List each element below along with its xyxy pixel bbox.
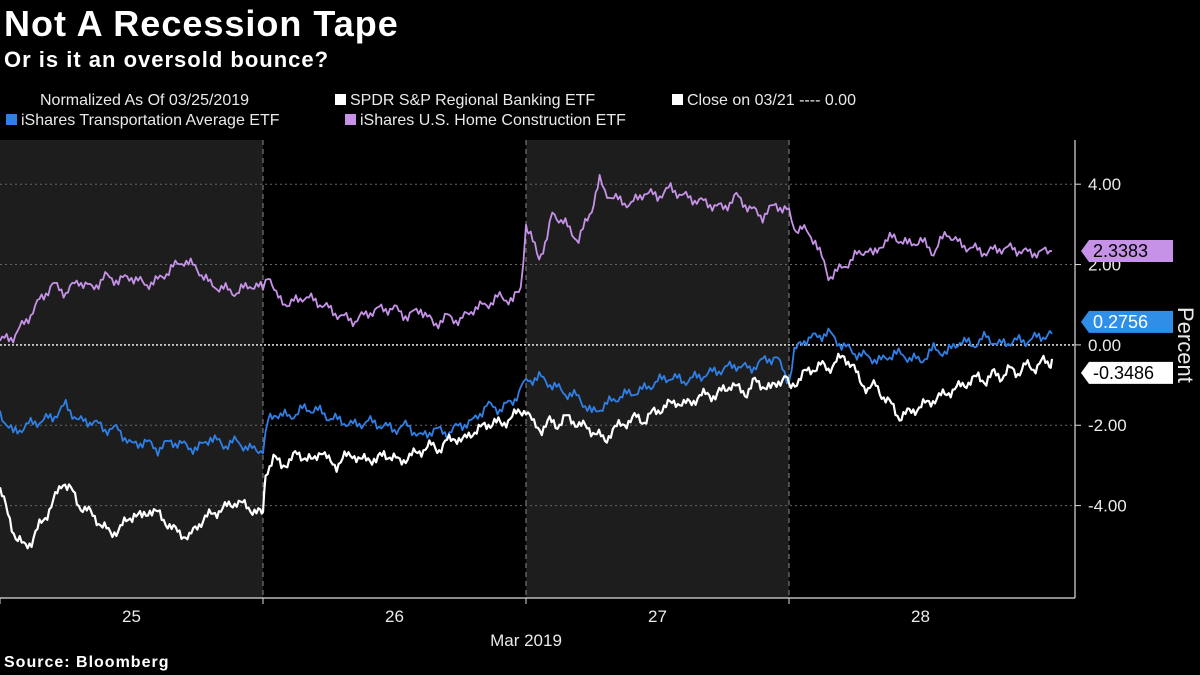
series-line-0 (0, 173, 1052, 344)
legend-label-regional-banking: SPDR S&P Regional Banking ETF (350, 92, 596, 109)
last-value-label-1: 0.2756 (1093, 312, 1148, 332)
regional-banking-swatch-icon (335, 94, 346, 105)
x-tick-label-1: 26 (385, 607, 404, 626)
x-axis-label: Mar 2019 (490, 631, 562, 650)
y-tick-label-2: 0.00 (1088, 336, 1121, 355)
session-shade-1 (526, 140, 789, 598)
last-value-label-2: -0.3486 (1093, 363, 1154, 383)
transportation-swatch-icon (6, 114, 17, 125)
legend-label-transportation: iShares Transportation Average ETF (21, 112, 280, 129)
last-value-tag-0: 2.3383 (1081, 239, 1173, 262)
source-note: Source: Bloomberg (4, 654, 170, 671)
series-line-1 (0, 327, 1053, 457)
close-line-swatch-icon (672, 94, 683, 105)
legend-item-normalized: Normalized As Of 03/25/2019 (40, 92, 250, 109)
chart-subtitle: Or is it an oversold bounce? (4, 47, 330, 72)
series-line-2 (0, 352, 1054, 550)
session-shade-0 (0, 140, 263, 598)
last-value-tag-bg-0 (1081, 239, 1173, 262)
y-tick-label-3: -2.00 (1088, 416, 1127, 435)
last-value-tag-1: 0.2756 (1081, 310, 1173, 333)
legend-label-home-construction: iShares U.S. Home Construction ETF (360, 112, 626, 129)
legend-item-home-construction: iShares U.S. Home Construction ETF (345, 111, 626, 131)
last-value-label-0: 2.3383 (1093, 241, 1148, 261)
home-construction-swatch-icon (345, 114, 356, 125)
y-axis-label: Percent (1173, 307, 1198, 383)
last-value-tag-bg-2 (1081, 361, 1173, 384)
x-tick-label-3: 28 (911, 607, 930, 626)
legend-label-close-line: Close on 03/21 ---- 0.00 (687, 92, 856, 109)
chart-title: Not A Recession Tape (4, 3, 399, 44)
x-tick-label-2: 27 (648, 607, 667, 626)
last-value-tag-2: -0.3486 (1081, 361, 1173, 384)
x-tick-label-0: 25 (122, 607, 141, 626)
last-value-tag-bg-1 (1081, 310, 1173, 333)
legend-item-close-line: Close on 03/21 ---- 0.00 (672, 91, 856, 111)
legend-item-transportation: iShares Transportation Average ETF (6, 111, 280, 131)
legend-item-regional-banking: SPDR S&P Regional Banking ETF (335, 91, 595, 111)
y-tick-label-0: 4.00 (1088, 175, 1121, 194)
y-tick-label-4: -4.00 (1088, 497, 1127, 516)
